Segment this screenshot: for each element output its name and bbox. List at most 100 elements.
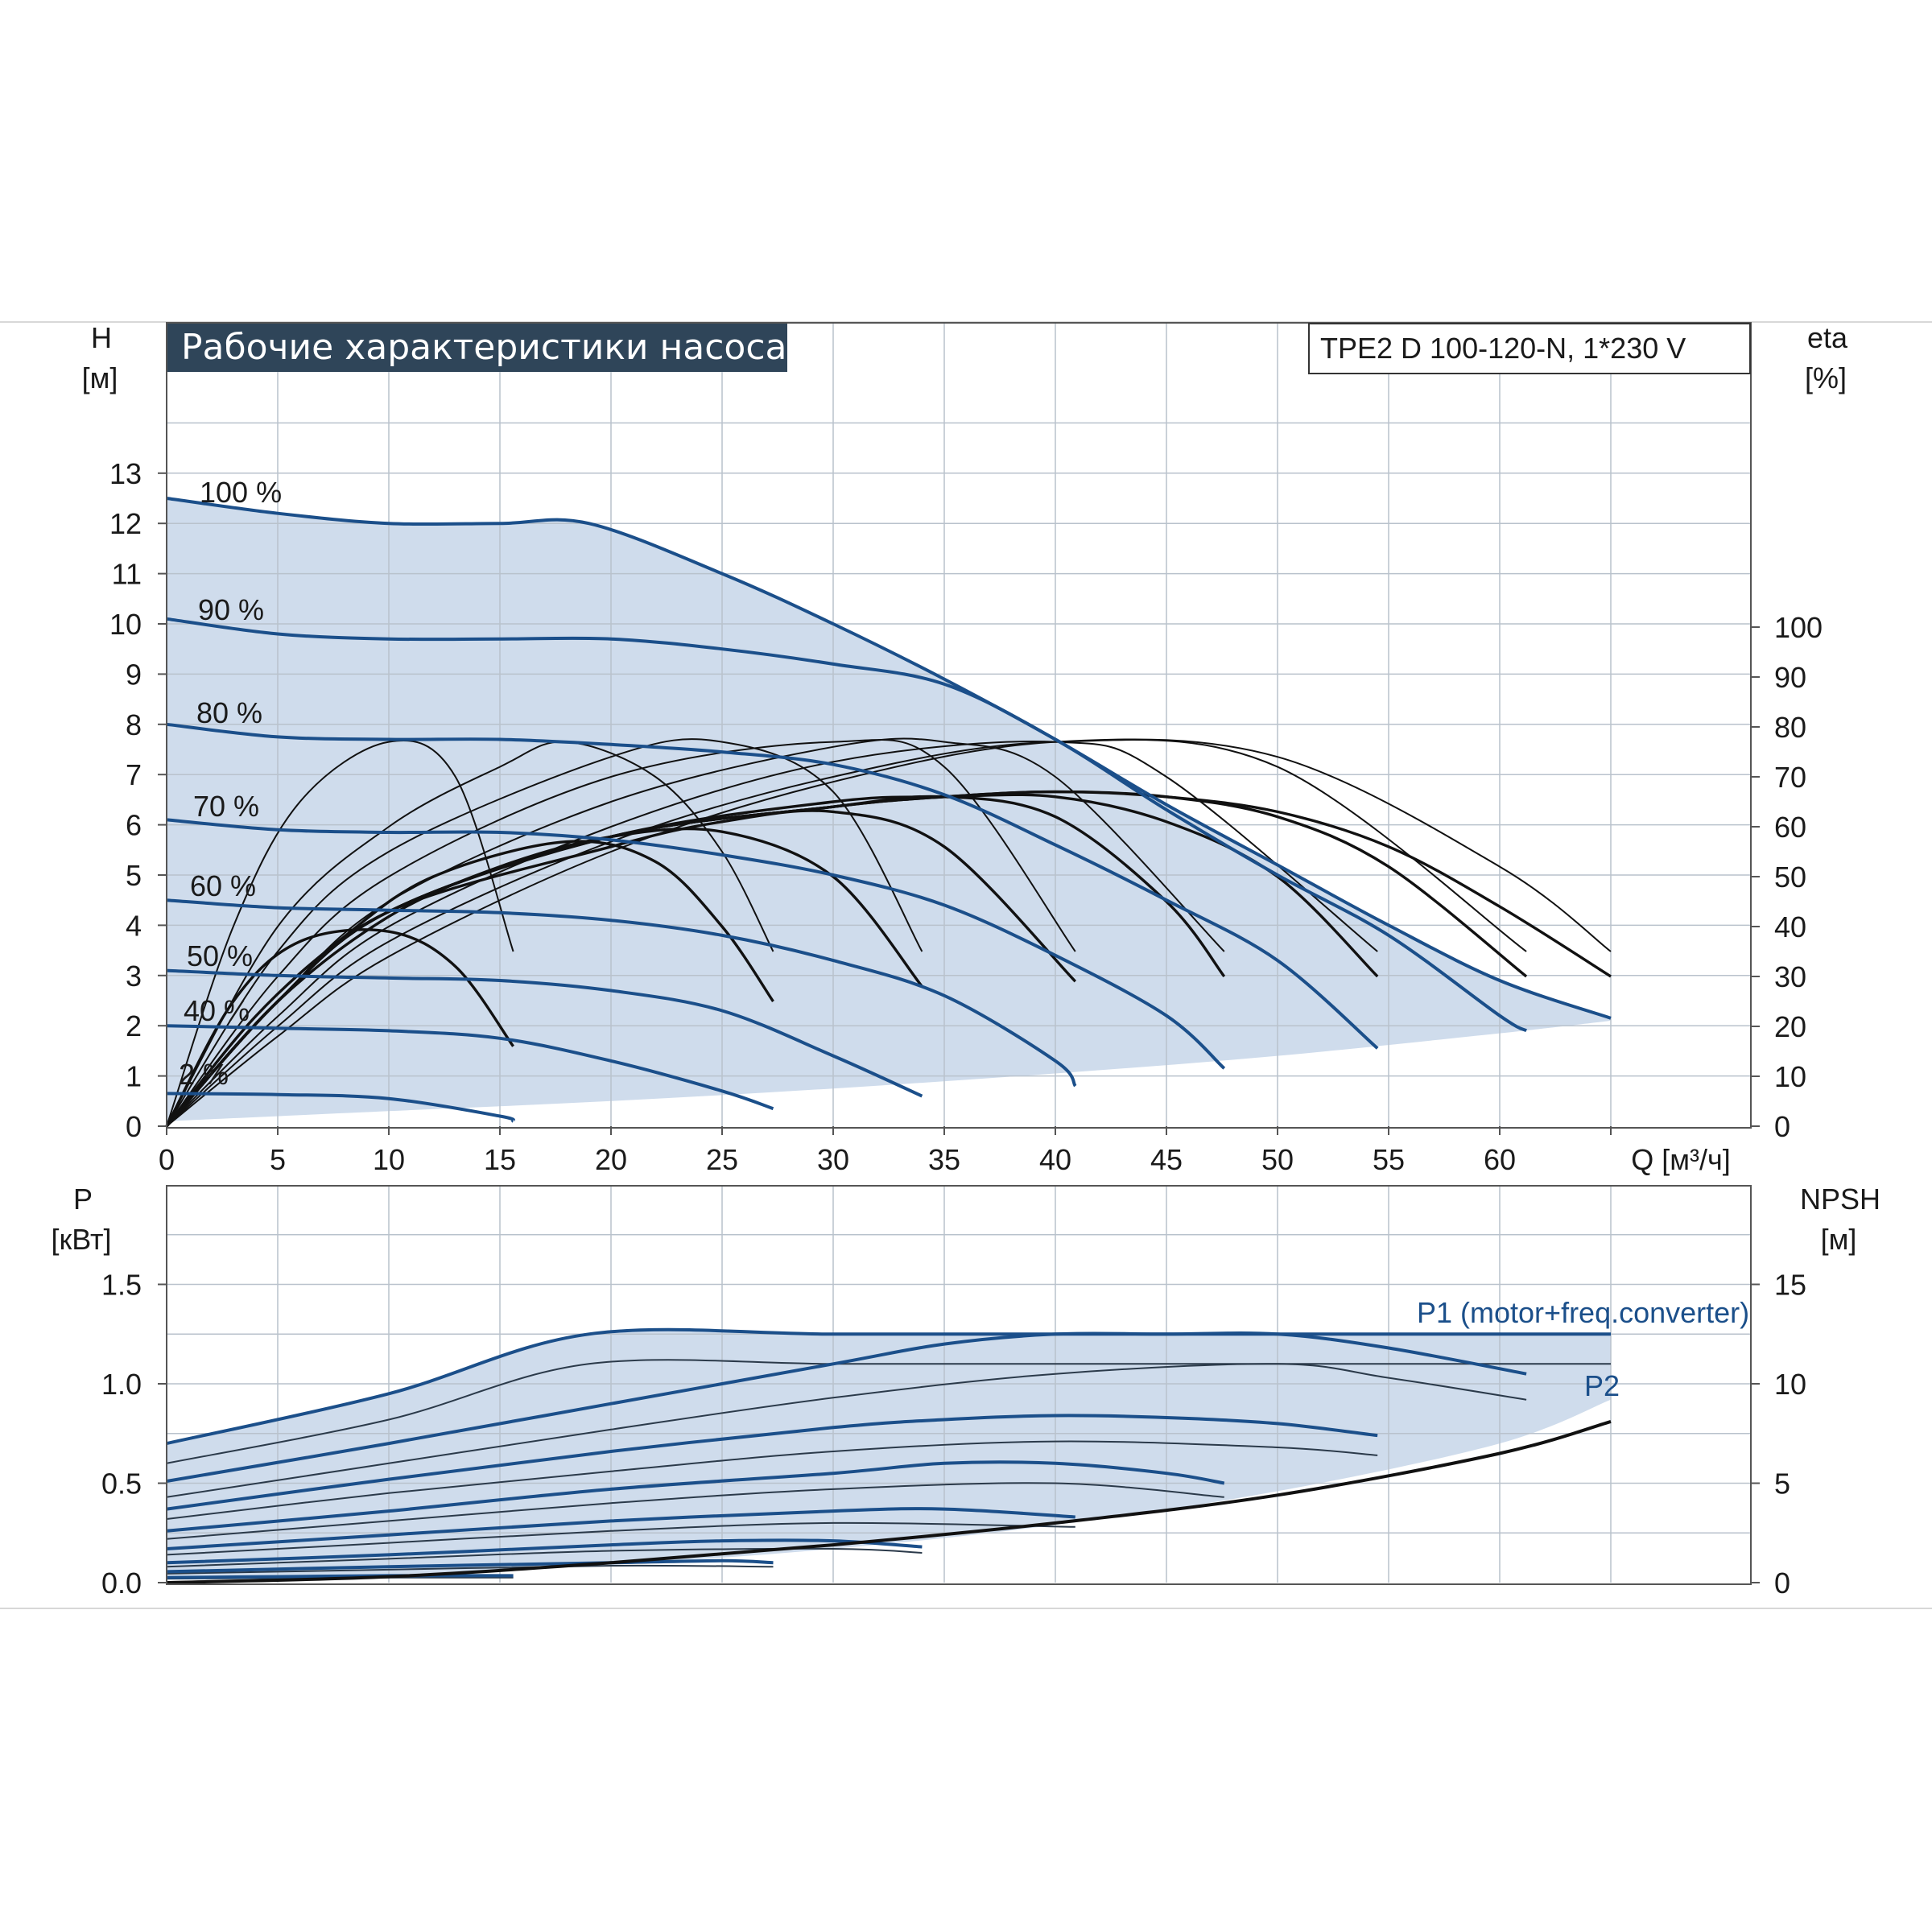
x-tick-label: 20 — [595, 1143, 627, 1176]
head-tick-label: 9 — [126, 658, 142, 691]
head-curve — [166, 1092, 515, 1123]
eta-axis-label: eta — [1807, 321, 1848, 354]
p1-curve — [166, 1460, 1225, 1533]
p2-curve — [166, 1564, 774, 1575]
speed-label: 60 % — [190, 869, 256, 902]
npsh-axis-ticks: 0 5 10 15 — [1751, 1269, 1806, 1600]
x-tick-label: 50 — [1261, 1143, 1294, 1176]
head-tick-label: 13 — [109, 457, 142, 490]
power-tick-label: 1.0 — [101, 1368, 142, 1401]
npsh-line — [166, 1419, 1612, 1584]
eta-curve — [166, 738, 923, 1127]
p1-curve — [166, 1507, 1075, 1550]
pump-model: TPE2 D 100-120-N, 1*230 V — [1320, 332, 1686, 365]
x-tick-label: 40 — [1039, 1143, 1071, 1176]
speed-label: 50 % — [187, 939, 253, 972]
power-range-area — [167, 1329, 1611, 1579]
p1-curve — [166, 1414, 1378, 1511]
x-tick-label: 5 — [270, 1143, 286, 1176]
head-tick-label: 12 — [109, 507, 142, 540]
eta-curve — [166, 738, 1612, 1127]
power-tick-label: 0.0 — [101, 1567, 142, 1600]
eta-tick-label: 90 — [1774, 661, 1806, 694]
head-tick-label: 4 — [126, 909, 142, 942]
x-tick-label: 15 — [484, 1143, 516, 1176]
head-axis-label: H — [91, 321, 112, 354]
head-tick-label: 5 — [126, 859, 142, 892]
x-tick-label: 25 — [706, 1143, 738, 1176]
flow-axis-label: Q [м³/ч] — [1631, 1143, 1731, 1176]
speed-label: 2 % — [179, 1058, 229, 1091]
speed-label: 70 % — [193, 790, 259, 823]
power-axis-ticks: 0.0 0.5 1.0 1.5 — [101, 1269, 167, 1600]
x-tick-label: 0 — [159, 1143, 175, 1176]
eta-tick-label: 10 — [1774, 1060, 1806, 1093]
eta-tick-label: 30 — [1774, 960, 1806, 993]
x-axis-ticks: 0 5 10 15 20 25 30 35 40 45 50 55 60 — [159, 1126, 1612, 1176]
head-axis-unit: [м] — [82, 361, 118, 394]
eta-curve — [166, 741, 1378, 1127]
speed-label: 80 % — [196, 696, 262, 729]
eta-axis-unit: [%] — [1805, 361, 1847, 394]
eta-curve — [165, 928, 514, 1127]
eta-tick-label: 50 — [1774, 861, 1806, 894]
model-box — [1308, 323, 1751, 374]
x-tick-label: 45 — [1150, 1143, 1183, 1176]
eta-curve — [165, 840, 774, 1128]
operating-range-area — [167, 498, 1611, 1121]
eta-tick-label: 80 — [1774, 711, 1806, 744]
eta-curve — [165, 790, 1612, 1128]
head-tick-label: 3 — [126, 960, 142, 993]
bottom-plot-border — [166, 1185, 1752, 1585]
top-plot-border — [166, 322, 1752, 1129]
p2-curve — [166, 1521, 1075, 1556]
eta-curve — [166, 737, 1225, 1127]
head-curves — [166, 497, 1612, 1123]
head-curve — [166, 818, 1226, 1070]
power-tick-label: 0.5 — [101, 1468, 142, 1501]
x-tick-label: 55 — [1373, 1143, 1405, 1176]
head-curve — [166, 1024, 774, 1111]
eta-tick-label: 40 — [1774, 910, 1806, 943]
eta-tick-label: 20 — [1774, 1010, 1806, 1043]
p1-curve — [166, 1574, 514, 1579]
speed-label: 100 % — [200, 476, 282, 509]
p1-curve — [166, 1331, 1527, 1483]
p1-curve — [166, 1558, 774, 1574]
head-curve — [166, 968, 923, 1098]
head-tick-label: 0 — [126, 1110, 142, 1143]
x-tick-label: 60 — [1484, 1143, 1516, 1176]
head-curve — [166, 898, 1077, 1088]
speed-labels: 100 % 90 % 80 % 70 % 60 % 50 % 40 % 2 % — [179, 476, 282, 1091]
eta-axis-ticks: 0 10 20 30 40 50 60 70 80 90 100 — [1751, 611, 1823, 1143]
npsh-tick-label: 10 — [1774, 1368, 1806, 1401]
power-npsh-panel: 0.0 0.5 1.0 1.5 0 5 10 15 P [кВт] NPSH [м] P1 … — [51, 1183, 1880, 1600]
npsh-tick-label: 5 — [1774, 1468, 1790, 1501]
eta-tick-label: 0 — [1774, 1110, 1790, 1143]
npsh-axis-unit: [м] — [1821, 1223, 1857, 1256]
head-tick-label: 11 — [112, 558, 142, 591]
p2-curve — [166, 1363, 1527, 1498]
npsh-tick-label: 0 — [1774, 1567, 1790, 1600]
p1-curve — [166, 1327, 1611, 1446]
legend-p1: P1 (motor+freq.converter) — [1417, 1296, 1749, 1329]
power-axis-label: P — [73, 1183, 93, 1216]
p1-curve — [166, 1538, 923, 1565]
head-eta-panel: 0 5 10 15 20 25 30 35 40 45 50 55 60 012345678910111… — [82, 321, 1848, 1176]
head-tick-label: 6 — [126, 809, 142, 842]
chart-title: Рабочие характеристики насоса — [181, 327, 786, 368]
head-tick-label: 2 — [126, 1009, 142, 1042]
speed-label: 40 % — [184, 994, 250, 1027]
eta-tick-label: 60 — [1774, 811, 1806, 844]
legend-p2: P2 — [1584, 1369, 1620, 1402]
p2-curve — [166, 1359, 1611, 1464]
p2-curve — [166, 1482, 1224, 1540]
eta-tick-label: 100 — [1774, 611, 1823, 644]
head-curve — [166, 722, 1379, 1050]
npsh-axis-label: NPSH — [1800, 1183, 1880, 1216]
npsh-curve — [166, 1419, 1612, 1584]
power-axis-unit: [кВт] — [51, 1223, 111, 1256]
speed-label: 90 % — [198, 593, 264, 626]
head-tick-label: 10 — [109, 608, 142, 641]
